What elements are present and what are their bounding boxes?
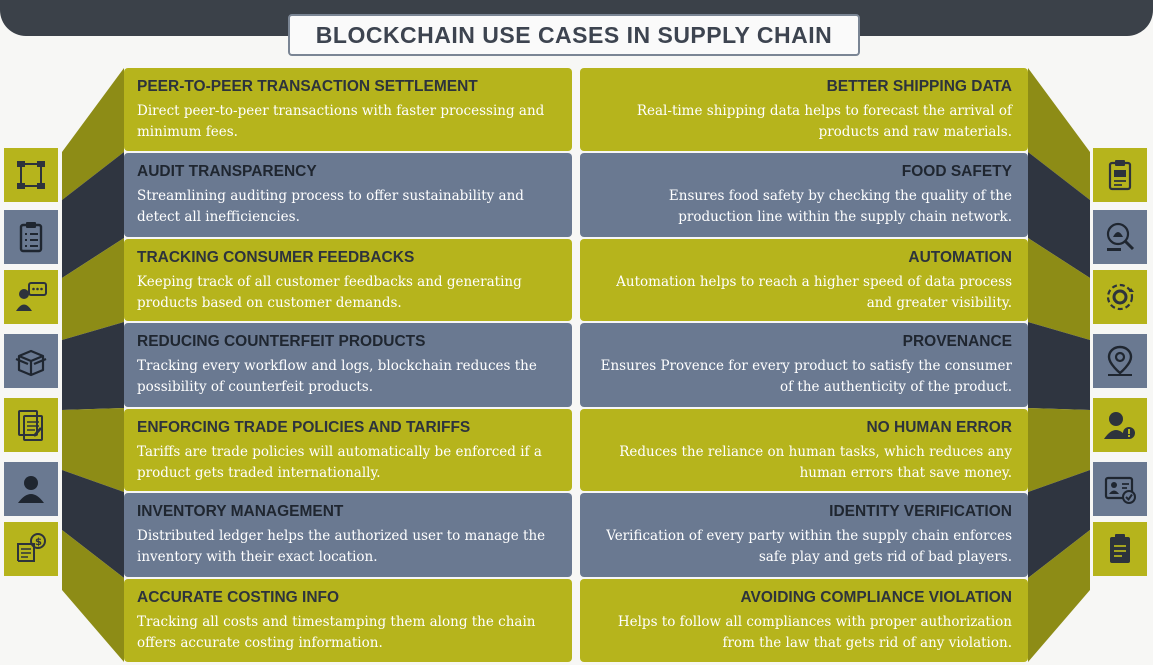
page-title: BLOCKCHAIN USE CASES IN SUPPLY CHAIN — [288, 14, 860, 56]
card-title: TRACKING CONSUMER FEEDBACKS — [137, 249, 415, 266]
card-description: Ensures food safety by checking the qual… — [668, 188, 1012, 225]
left-frame-slate-2 — [62, 322, 124, 410]
left-card-5: ENFORCING TRADE POLICIES AND TARIFFS Tar… — [124, 409, 572, 491]
cost-receipt-icon: $ — [4, 522, 58, 576]
card-title: AUDIT TRANSPARENCY — [137, 163, 317, 180]
right-frame-olive-2 — [1028, 238, 1090, 340]
card-description: Tracking all costs and timestamping them… — [137, 614, 536, 651]
id-card-check-icon — [1093, 462, 1147, 516]
right-card-5: NO HUMAN ERROR Reduces the reliance on h… — [580, 409, 1028, 491]
package-box-icon — [4, 334, 58, 388]
card-title: IDENTITY VERIFICATION — [829, 503, 1012, 520]
left-frame-olive — [62, 68, 124, 200]
shipping-document-icon — [1093, 148, 1147, 202]
card-title: PEER-TO-PEER TRANSACTION SETTLEMENT — [137, 78, 478, 95]
card-description: Automation helps to reach a higher speed… — [616, 274, 1012, 311]
customer-feedback-icon — [4, 270, 58, 324]
card-title: BETTER SHIPPING DATA — [826, 78, 1012, 95]
card-description: Direct peer-to-peer transactions with fa… — [137, 103, 545, 140]
right-card-4: PROVENANCE Ensures Provence for every pr… — [580, 323, 1028, 407]
location-pin-icon — [1093, 334, 1147, 388]
right-card-1: BETTER SHIPPING DATA Real-time shipping … — [580, 68, 1028, 151]
card-description: Ensures Provence for every product to sa… — [600, 358, 1012, 395]
user-inventory-icon — [4, 462, 58, 516]
clipboard-checklist-icon — [4, 210, 58, 264]
left-frame-slate — [62, 152, 124, 278]
card-description: Distributed ledger helps the authorized … — [137, 528, 546, 565]
left-card-3: TRACKING CONSUMER FEEDBACKS Keeping trac… — [124, 239, 572, 321]
card-description: Tariffs are trade policies will automati… — [137, 444, 542, 481]
svg-text:$: $ — [35, 537, 42, 548]
card-title: PROVENANCE — [902, 333, 1012, 350]
card-title: FOOD SAFETY — [901, 163, 1012, 180]
compliance-document-icon — [1093, 522, 1147, 576]
right-frame-olive-4 — [1028, 530, 1090, 662]
right-frame-slate-3 — [1028, 470, 1090, 578]
card-title: ENFORCING TRADE POLICIES AND TARIFFS — [137, 419, 471, 436]
left-card-6: INVENTORY MANAGEMENT Distributed ledger … — [124, 493, 572, 577]
left-card-1: PEER-TO-PEER TRANSACTION SETTLEMENT Dire… — [124, 68, 572, 151]
card-title: AVOIDING COMPLIANCE VIOLATION — [740, 589, 1012, 606]
card-description: Keeping track of all customer feedbacks … — [137, 274, 522, 311]
left-card-7: ACCURATE COSTING INFO Tracking all costs… — [124, 579, 572, 662]
card-title: ACCURATE COSTING INFO — [137, 589, 340, 606]
left-card-2: AUDIT TRANSPARENCY Streamlining auditing… — [124, 153, 572, 237]
left-frame-olive-4 — [62, 530, 124, 662]
right-card-7: AVOIDING COMPLIANCE VIOLATION Helps to f… — [580, 579, 1028, 662]
card-title: REDUCING COUNTERFEIT PRODUCTS — [137, 333, 426, 350]
right-frame-olive — [1028, 68, 1090, 200]
card-title: NO HUMAN ERROR — [866, 419, 1012, 436]
left-card-4: REDUCING COUNTERFEIT PRODUCTS Tracking e… — [124, 323, 572, 407]
page-title-text: BLOCKCHAIN USE CASES IN SUPPLY CHAIN — [315, 21, 833, 48]
user-alert-icon — [1093, 398, 1147, 452]
card-description: Tracking every workflow and logs, blockc… — [137, 358, 537, 395]
network-nodes-icon — [4, 148, 58, 202]
card-title: INVENTORY MANAGEMENT — [137, 503, 344, 520]
card-description: Reduces the reliance on human tasks, whi… — [619, 444, 1012, 481]
card-description: Verification of every party within the s… — [606, 528, 1012, 565]
card-description: Helps to follow all compliances with pro… — [617, 614, 1012, 651]
automation-gear-icon — [1093, 270, 1147, 324]
right-frame-slate — [1028, 152, 1090, 278]
right-card-3: AUTOMATION Automation helps to reach a h… — [580, 239, 1028, 321]
right-card-6: IDENTITY VERIFICATION Verification of ev… — [580, 493, 1028, 577]
left-frame-slate-3 — [62, 470, 124, 578]
left-frame-olive-3 — [62, 408, 124, 492]
document-policy-icon — [4, 398, 58, 452]
right-frame-olive-3 — [1028, 408, 1090, 492]
food-safety-icon — [1093, 210, 1147, 264]
left-frame-olive-2 — [62, 238, 124, 340]
card-description: Real-time shipping data helps to forecas… — [636, 103, 1012, 140]
right-card-2: FOOD SAFETY Ensures food safety by check… — [580, 153, 1028, 237]
card-description: Streamlining auditing process to offer s… — [137, 188, 524, 225]
card-title: AUTOMATION — [908, 249, 1012, 266]
right-frame-slate-2 — [1028, 322, 1090, 410]
